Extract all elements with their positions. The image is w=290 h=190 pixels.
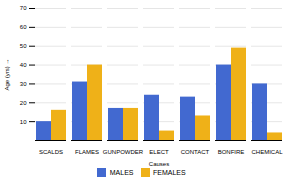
html-text:MALES: MALES — [109, 169, 134, 176]
svg-text:Age (yrs) →: Age (yrs) → — [4, 58, 10, 90]
svg-text:Causes: Causes — [149, 161, 169, 167]
svg-text:FLAMES: FLAMES — [75, 149, 99, 155]
svg-text:30: 30 — [20, 81, 27, 87]
svg-text:70: 70 — [20, 5, 27, 11]
svg-text:CONTACT: CONTACT — [181, 149, 210, 155]
svg-text:CHEMICAL: CHEMICAL — [251, 149, 283, 155]
svg-text:GUNPOWDER: GUNPOWDER — [103, 149, 144, 155]
svg-text:40: 40 — [20, 62, 27, 68]
svg-text:BONFIRE: BONFIRE — [218, 149, 245, 155]
svg-text:10: 10 — [20, 119, 27, 125]
svg-text:SCALDS: SCALDS — [39, 149, 63, 155]
svg-text:60: 60 — [20, 24, 27, 30]
svg-text:20: 20 — [20, 100, 27, 106]
html-text:FEMALES: FEMALES — [153, 169, 186, 176]
svg-text:50: 50 — [20, 43, 27, 49]
svg-text:ELECT: ELECT — [149, 149, 169, 155]
